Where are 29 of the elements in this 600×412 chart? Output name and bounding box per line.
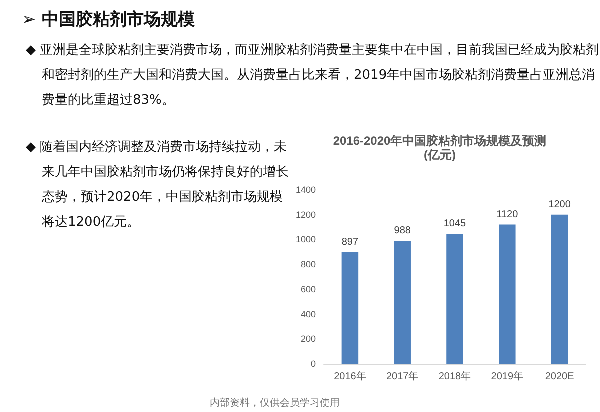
bar	[342, 252, 359, 364]
data-label: 1045	[444, 218, 467, 230]
x-tick-label: 2020E	[545, 372, 575, 382]
bar	[446, 234, 464, 364]
y-tick-label: 800	[300, 260, 316, 270]
y-tick-label: 400	[300, 309, 316, 320]
bar	[499, 224, 516, 364]
y-tick-label: 0	[310, 359, 316, 369]
data-label: 1200	[548, 199, 572, 210]
bar	[394, 241, 411, 364]
data-label: 897	[342, 237, 359, 248]
y-tick-label: 1000	[296, 234, 316, 245]
data-label: 1120	[496, 209, 519, 220]
x-tick-label: 2016年	[334, 370, 366, 382]
chart-subtitle: (亿元)	[424, 148, 456, 162]
text: 内部资料，仅供会员学习使用	[210, 396, 340, 410]
bar	[551, 214, 568, 364]
y-tick-label: 1200	[296, 210, 316, 220]
y-tick-label: 200	[300, 334, 316, 344]
text: ◆ 随着国内经济调整及消费市场持续拉动，未来几年中国胶粘剂市场仍将保持良好的增长态势，预计2020年，中国胶粘剂市场规模将达1200亿元。	[26, 139, 290, 232]
y-tick-label: 1400	[296, 185, 316, 195]
y-tick-label: 600	[300, 284, 316, 294]
text: ◆ 亚洲是全球胶粘剂主要消费市场，而亚洲胶粘剂消费量主要集中在中国，目前我国已经成为胶粘剂和密封剂的生产大国和消费大国。从消费量占比来看，2019年中国市场胶粘剂消费量占亚洲总消费量的比重超过83%。	[26, 42, 600, 110]
x-tick-label: 2017年	[386, 370, 419, 382]
text: ➢ 中国胶粘剂市场规模	[22, 9, 196, 31]
data-label: 988	[394, 226, 412, 237]
chart-title: 2016-2020年中国胶粘剂市场规模及预测	[333, 134, 547, 148]
x-tick-label: 2018年	[438, 370, 472, 382]
x-tick-label: 2019年	[491, 370, 524, 382]
